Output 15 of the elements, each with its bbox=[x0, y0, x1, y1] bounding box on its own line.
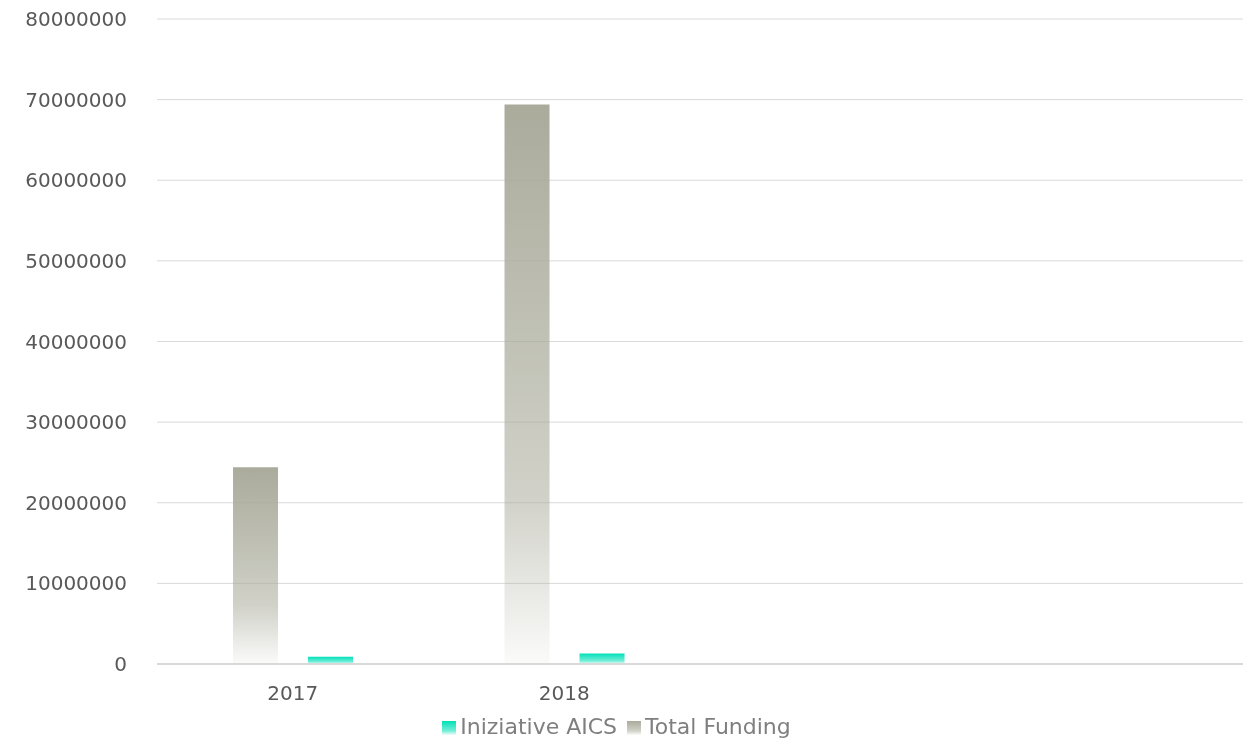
x-tick-label: 2018 bbox=[538, 681, 590, 706]
y-tick-label: 60000000 bbox=[25, 168, 127, 193]
y-tick-label: 10000000 bbox=[25, 571, 127, 596]
y-tick-label: 0 bbox=[114, 652, 127, 677]
bar bbox=[504, 104, 550, 664]
y-tick-label: 50000000 bbox=[25, 248, 127, 273]
y-tick-label: 20000000 bbox=[25, 490, 127, 515]
y-tick-label: 30000000 bbox=[25, 410, 127, 435]
y-tick-label: 70000000 bbox=[25, 87, 127, 112]
y-tick-label: 80000000 bbox=[25, 7, 127, 32]
legend-label: Total Funding bbox=[645, 714, 791, 739]
legend-label: Iniziative AICS bbox=[460, 714, 618, 739]
bar bbox=[233, 467, 279, 664]
x-tick-label: 2017 bbox=[267, 681, 319, 706]
y-tick-label: 40000000 bbox=[25, 329, 127, 354]
